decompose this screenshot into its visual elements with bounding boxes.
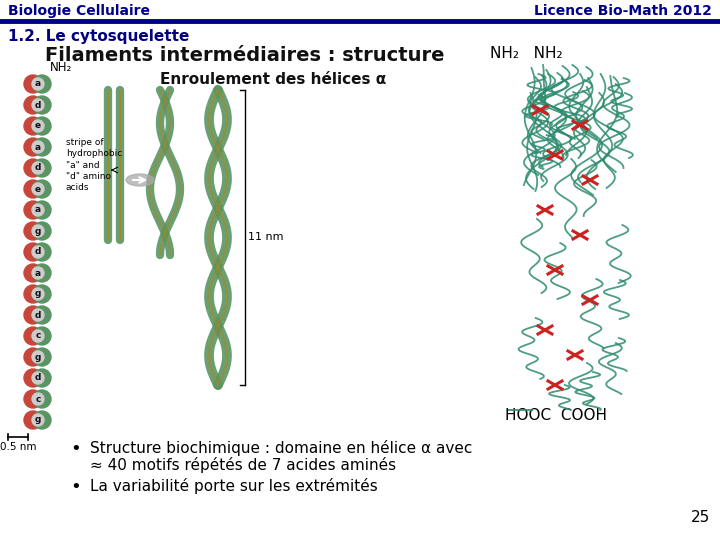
Text: Filaments intermédiaires : structure: Filaments intermédiaires : structure xyxy=(45,46,444,65)
Circle shape xyxy=(32,99,44,111)
Circle shape xyxy=(24,327,42,345)
Text: NH₂   NH₂: NH₂ NH₂ xyxy=(490,46,562,61)
Circle shape xyxy=(32,141,44,153)
Circle shape xyxy=(32,225,44,237)
Text: 0.5 nm: 0.5 nm xyxy=(0,442,36,452)
Text: a: a xyxy=(35,143,41,152)
Circle shape xyxy=(33,96,51,114)
Text: Licence Bio-Math 2012: Licence Bio-Math 2012 xyxy=(534,4,712,18)
Circle shape xyxy=(33,159,51,177)
Circle shape xyxy=(32,351,44,363)
Circle shape xyxy=(33,390,51,408)
Text: La variabilité porte sur les extrémités: La variabilité porte sur les extrémités xyxy=(90,478,378,494)
Circle shape xyxy=(33,411,51,429)
Circle shape xyxy=(32,267,44,279)
Text: c: c xyxy=(35,332,41,341)
Circle shape xyxy=(24,201,42,219)
Circle shape xyxy=(33,285,51,303)
Circle shape xyxy=(33,369,51,387)
Text: c: c xyxy=(35,395,41,403)
Text: •: • xyxy=(70,440,81,458)
Circle shape xyxy=(24,96,42,114)
Circle shape xyxy=(24,285,42,303)
Text: 11 nm: 11 nm xyxy=(248,233,284,242)
Circle shape xyxy=(33,264,51,282)
Text: •: • xyxy=(70,478,81,496)
Text: d: d xyxy=(35,100,41,110)
Circle shape xyxy=(24,306,42,324)
Circle shape xyxy=(33,75,51,93)
Circle shape xyxy=(24,369,42,387)
Circle shape xyxy=(33,306,51,324)
Text: d: d xyxy=(35,164,41,172)
Text: NH₂: NH₂ xyxy=(50,61,72,74)
Circle shape xyxy=(33,180,51,198)
Text: a: a xyxy=(35,206,41,214)
Circle shape xyxy=(33,222,51,240)
Circle shape xyxy=(24,411,42,429)
Circle shape xyxy=(24,75,42,93)
Circle shape xyxy=(32,288,44,300)
Circle shape xyxy=(24,243,42,261)
Circle shape xyxy=(32,162,44,174)
Circle shape xyxy=(33,327,51,345)
Circle shape xyxy=(32,78,44,90)
Circle shape xyxy=(33,117,51,135)
Text: d: d xyxy=(35,374,41,382)
Circle shape xyxy=(32,204,44,216)
Text: g: g xyxy=(35,289,41,299)
Text: Biologie Cellulaire: Biologie Cellulaire xyxy=(8,4,150,18)
Circle shape xyxy=(32,393,44,405)
Circle shape xyxy=(32,246,44,258)
Ellipse shape xyxy=(126,174,154,186)
Circle shape xyxy=(32,120,44,132)
Text: 1.2. Le cytosquelette: 1.2. Le cytosquelette xyxy=(8,29,189,44)
Circle shape xyxy=(33,201,51,219)
Circle shape xyxy=(32,372,44,384)
Text: a: a xyxy=(35,79,41,89)
Text: stripe of
hydrophobic
"a" and
"d" amino
acids: stripe of hydrophobic "a" and "d" amino … xyxy=(66,138,122,192)
Text: d: d xyxy=(35,247,41,256)
Circle shape xyxy=(24,222,42,240)
Circle shape xyxy=(33,243,51,261)
Text: e: e xyxy=(35,185,41,193)
Circle shape xyxy=(24,264,42,282)
Text: a: a xyxy=(35,268,41,278)
Circle shape xyxy=(24,117,42,135)
Circle shape xyxy=(24,159,42,177)
Circle shape xyxy=(32,309,44,321)
Circle shape xyxy=(24,390,42,408)
Circle shape xyxy=(32,183,44,195)
Circle shape xyxy=(32,330,44,342)
Circle shape xyxy=(24,348,42,366)
Circle shape xyxy=(32,414,44,426)
Text: e: e xyxy=(35,122,41,131)
Circle shape xyxy=(24,180,42,198)
Text: g: g xyxy=(35,226,41,235)
Circle shape xyxy=(24,138,42,156)
Text: d: d xyxy=(35,310,41,320)
Text: 25: 25 xyxy=(690,510,710,525)
Text: HOOC  COOH: HOOC COOH xyxy=(505,408,607,423)
Circle shape xyxy=(33,348,51,366)
Text: g: g xyxy=(35,353,41,361)
Text: Enroulement des hélices α: Enroulement des hélices α xyxy=(160,72,386,87)
Circle shape xyxy=(33,138,51,156)
Text: Structure biochimique : domaine en hélice α avec: Structure biochimique : domaine en hélic… xyxy=(90,440,472,456)
Text: ≈ 40 motifs répétés de 7 acides aminés: ≈ 40 motifs répétés de 7 acides aminés xyxy=(90,457,396,473)
Text: g: g xyxy=(35,415,41,424)
